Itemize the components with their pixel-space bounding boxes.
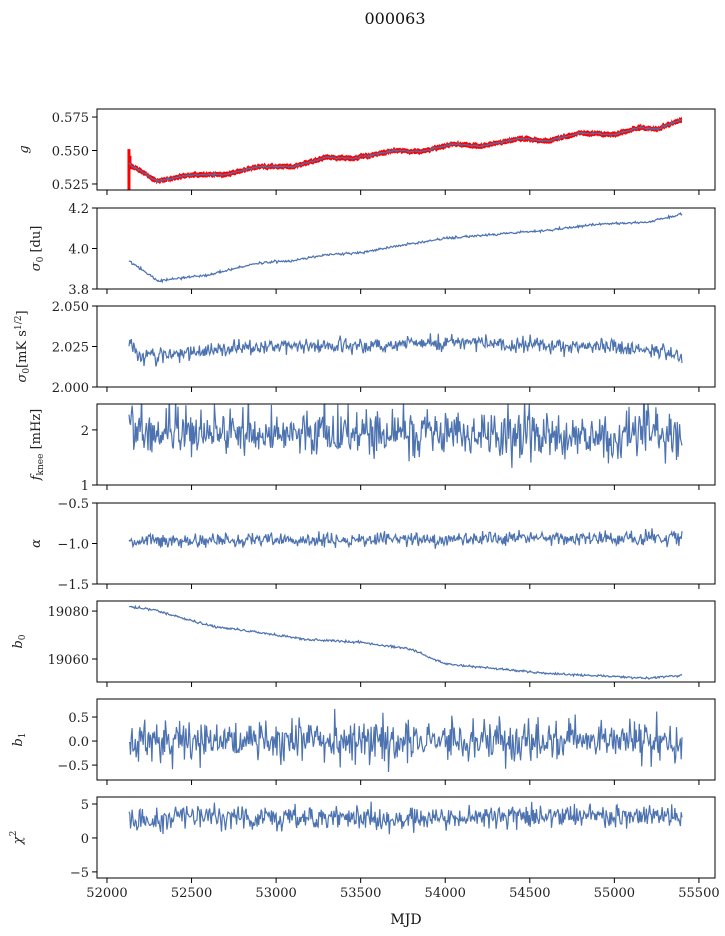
x-tick-label: 53000	[255, 886, 296, 901]
y-tick-label: 1	[81, 479, 89, 494]
series-line	[128, 528, 683, 549]
initial-spike	[127, 149, 132, 190]
y-tick-label: −5	[70, 866, 89, 881]
y-tick-label: 5	[81, 798, 89, 813]
series-line	[128, 333, 683, 367]
y-axis-label: g	[17, 145, 32, 153]
y-axis-label: b1	[11, 732, 28, 746]
y-tick-label: 0	[81, 832, 89, 847]
y-axis-label: α	[29, 539, 44, 548]
y-axis-label: σ0[mK s1/2]	[14, 310, 32, 382]
x-tick-label: 55000	[594, 886, 635, 901]
y-tick-label: 2.025	[52, 341, 89, 356]
y-tick-label: 4.0	[68, 243, 89, 258]
y-tick-label: −1.5	[57, 578, 89, 593]
series-line	[128, 118, 683, 184]
y-tick-label: 2	[81, 424, 89, 439]
y-tick-label: 2.000	[52, 381, 89, 396]
series-line	[128, 604, 683, 680]
y-tick-label: 0.5	[68, 711, 89, 726]
y-tick-label: −0.5	[57, 497, 89, 512]
panel-3: 1 2 fknee [mHz]	[29, 403, 716, 494]
x-tick-label: 52500	[171, 886, 212, 901]
panel-4: −1.5 −1.0 −0.5 α	[29, 497, 716, 593]
x-tick-label: 55500	[678, 886, 719, 901]
series-line	[128, 801, 683, 835]
y-tick-label: −1.0	[57, 538, 89, 553]
panel-0: 0.525 0.550 0.575 g	[17, 108, 716, 195]
y-axis-label: fknee [mHz]	[29, 409, 46, 482]
y-tick-label: 0.575	[52, 111, 89, 126]
x-tick-label: 52000	[86, 886, 127, 901]
y-axis-label: σ0 [du]	[29, 226, 46, 272]
axes-frame	[96, 108, 716, 191]
y-tick-label: 19060	[48, 653, 89, 668]
x-tick-label: 53500	[340, 886, 381, 901]
x-tick-label: 54000	[425, 886, 466, 901]
axes-frame	[96, 600, 716, 683]
panel-7: 52000 52500 53000 53500 54000 54500 55000 55500…	[9, 796, 720, 901]
chart-title: 000063	[364, 9, 425, 28]
panel-5: 19060 19080 b0	[11, 600, 716, 687]
y-tick-label: 4.2	[68, 202, 89, 217]
panel-6: −0.5 0.0 0.5 b1	[11, 698, 716, 785]
y-tick-label: 3.8	[68, 283, 89, 298]
panel-2: 2.000 2.025 2.050 σ0[mK s1/2]	[14, 300, 716, 396]
axes-frame	[96, 403, 716, 486]
y-axis-label: b0	[11, 634, 28, 648]
series-line	[128, 404, 683, 468]
y-tick-label: −0.5	[57, 759, 89, 774]
y-tick-label: 0.0	[68, 735, 89, 750]
series-line	[128, 212, 683, 284]
y-tick-label: 0.550	[52, 145, 89, 160]
panel-1: 3.8 4.0 4.2 σ0 [du]	[29, 202, 716, 298]
y-tick-label: 19080	[48, 605, 89, 620]
x-axis-label: MJD	[390, 912, 421, 928]
axes-frame	[96, 796, 716, 879]
axes-frame	[96, 698, 716, 781]
y-tick-label: 2.050	[52, 300, 89, 315]
x-tick-label: 54500	[509, 886, 550, 901]
series-line	[129, 708, 683, 773]
y-axis-label: χ2	[9, 831, 26, 846]
y-tick-label: 0.525	[52, 178, 89, 193]
